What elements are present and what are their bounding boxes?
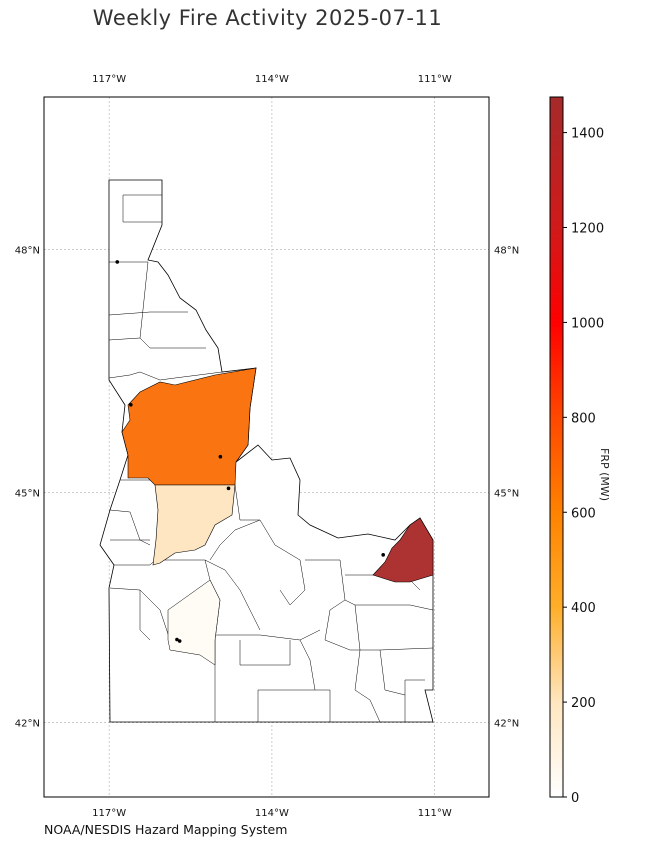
fire-point [177,639,182,643]
colorbar-tick-label: 1400 [571,127,604,142]
lon-tick-label-bottom: 111°W [418,808,452,819]
colorbar-tick-label: 200 [571,696,596,711]
lon-tick-label-top: 114°W [255,74,289,85]
lon-tick-label-top: 117°W [92,74,126,85]
colorbar-tick-label: 1200 [571,222,604,237]
fire-points [115,260,385,643]
lon-tick-label-top: 111°W [418,74,452,85]
fire-point [175,637,179,642]
region-valley-county [152,484,236,566]
colorbar-tick-label: 1000 [571,316,604,331]
lat-tick-label-left: 48°N [15,245,40,256]
fire-point [129,402,133,407]
lat-tick-label-right: 48°N [494,245,519,256]
colorbar-label: FRP (MW) [598,448,611,502]
colorbar-tick-label: 800 [571,411,596,426]
colorbar-tick-label: 600 [571,506,596,521]
map-frame [43,96,490,798]
county-layer [99,179,434,723]
lon-tick-label-bottom: 114°W [255,808,289,819]
lat-tick-label-right: 45°N [494,488,519,499]
lon-tick-label-bottom: 117°W [92,808,126,819]
region-idaho-county [121,367,257,486]
tick-labels: 117°W 117°W 114°W 114°W 111°W 111°W 48°N 48°N 45… [15,74,519,819]
lat-tick-label-left: 42°N [15,719,40,730]
fire-point [218,454,223,459]
map-title: Weekly Fire Activity 2025-07-11 [92,6,443,30]
region-elmore-county [167,579,221,666]
data-credit: NOAA/NESDIS Hazard Mapping System [44,822,288,837]
colorbar [549,96,564,798]
region-fremont-county [372,517,434,583]
lat-tick-label-left: 45°N [15,488,40,499]
county-boundaries [108,194,434,723]
colorbar-ticks: 0 200 400 600 800 1000 1200 1400 [563,127,604,806]
fire-point [381,553,385,557]
colorbar-tick-label: 400 [571,601,596,616]
colorbar-tick-label: 0 [571,791,579,806]
idaho-state-outline [99,179,434,723]
fire-point [115,260,120,264]
fire-point [226,486,231,491]
lat-tick-label-right: 42°N [494,719,519,730]
